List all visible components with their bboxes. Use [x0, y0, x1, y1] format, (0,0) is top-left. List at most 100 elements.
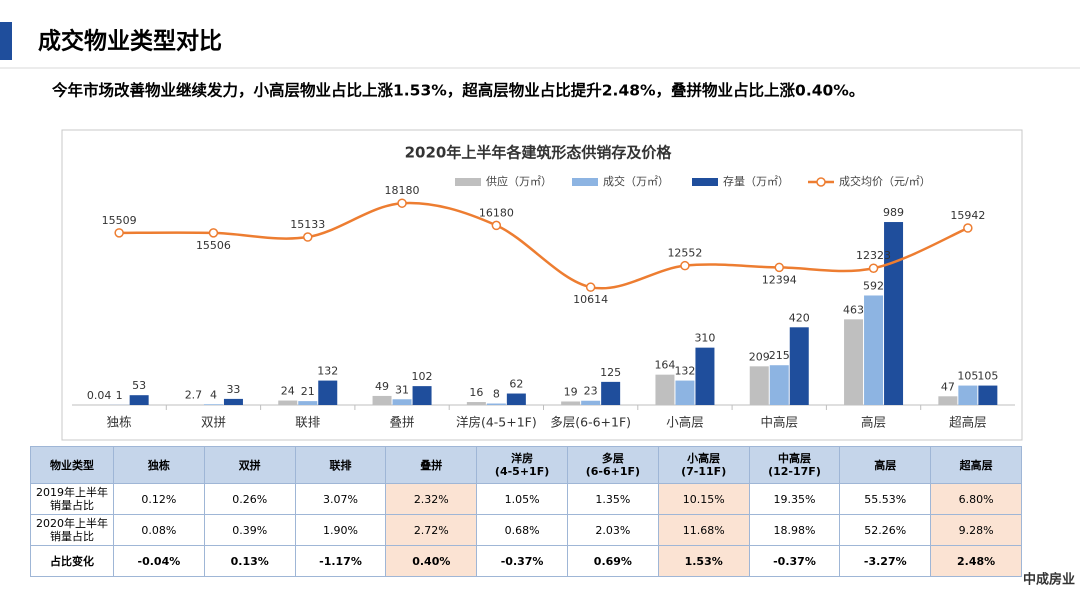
bar — [601, 381, 621, 405]
data-table: 物业类型 独栋 双拼 联排 叠拼 洋房 (4-5+1F) 多层 (6-6+1F) 小高层 (7… — [30, 446, 1022, 577]
cell: -3.27% — [839, 545, 932, 577]
x-tick-label: 联排 — [295, 415, 321, 430]
cell: 2.32% — [385, 483, 478, 515]
cell: 2.03% — [566, 514, 659, 546]
header-cell: 中高层 (12-17F) — [748, 446, 841, 484]
table-row: 物业类型 独栋 双拼 联排 叠拼 洋房 (4-5+1F) 多层 (6-6+1F) 小高层 (7… — [30, 446, 1022, 484]
data-label: 102 — [412, 370, 433, 383]
cell: 3.07% — [294, 483, 387, 515]
data-label: 989 — [883, 206, 904, 219]
data-label: 31 — [395, 383, 409, 396]
data-label: 463 — [843, 303, 864, 316]
cell: 0.69% — [566, 545, 659, 577]
point — [397, 198, 407, 208]
header-cell: 独栋 — [113, 446, 205, 484]
data-label: 47 — [941, 380, 955, 393]
header-cell: 双拼 — [203, 446, 296, 484]
cell: -0.37% — [748, 545, 841, 577]
data-label: 4 — [210, 388, 217, 401]
data-label: 12552 — [667, 247, 702, 260]
data-label: 132 — [674, 365, 695, 378]
data-label: 19 — [564, 385, 578, 398]
cell: 6.80% — [930, 483, 1022, 515]
data-label: 209 — [749, 350, 770, 363]
legend-swatch — [692, 178, 718, 186]
data-label: 215 — [769, 349, 790, 362]
cell: 1.05% — [476, 483, 568, 515]
data-label: 15942 — [950, 209, 985, 222]
slide-subtitle: 今年市场改善物业继续发力，小高层物业占比上涨1.53%，超高层物业占比提升2.4… — [52, 81, 864, 100]
x-tick-label: 双拼 — [201, 415, 226, 430]
cell: -0.04% — [113, 545, 205, 577]
bar — [789, 327, 809, 405]
bar — [412, 386, 432, 405]
data-label: 49 — [375, 380, 389, 393]
cell: 0.26% — [203, 483, 296, 515]
data-label: 12323 — [856, 249, 891, 262]
bar — [581, 400, 601, 405]
cell: 11.68% — [657, 514, 750, 546]
legend-label: 存量（万㎡） — [723, 174, 789, 188]
cell: 55.53% — [839, 483, 932, 515]
bar — [749, 366, 769, 405]
data-label: 592 — [863, 279, 884, 292]
point — [680, 260, 690, 271]
data-label: 16 — [469, 386, 483, 399]
header-cell: 叠拼 — [385, 446, 478, 484]
header-cell: 物业类型 — [30, 446, 114, 484]
cell: 0.40% — [385, 545, 478, 577]
cell: 1.53% — [657, 545, 750, 577]
bar — [864, 295, 884, 405]
bar — [506, 393, 526, 405]
data-label: 105 — [977, 370, 998, 383]
data-label: 310 — [694, 332, 715, 345]
point — [868, 263, 879, 273]
data-label: 15509 — [102, 214, 137, 227]
bar — [978, 385, 998, 405]
header-cell: 多层 (6-6+1F) — [566, 446, 659, 484]
header-cell: 超高层 — [930, 446, 1022, 484]
point — [208, 228, 219, 238]
data-label: 18180 — [385, 184, 420, 197]
bar — [278, 400, 298, 405]
data-label: 8 — [493, 388, 500, 401]
data-label: 1 — [116, 389, 123, 402]
x-tick-label: 中高层 — [760, 415, 798, 430]
cell: 19.35% — [748, 483, 841, 515]
header-cell: 小高层 (7-11F) — [657, 446, 750, 484]
bar — [318, 380, 338, 405]
table-row: 2019年上半年销量占比 0.12% 0.26% 3.07% 2.32% 1.05% 1.3… — [30, 483, 1022, 515]
bar — [298, 401, 318, 405]
table-row: 占比变化 -0.04% 0.13% -1.17% 0.40% -0.37% 0.69% 1.5… — [30, 545, 1022, 577]
x-tick-label: 洋房(4-5+1F) — [456, 415, 537, 430]
bar — [372, 395, 392, 405]
cell: 1.90% — [294, 514, 387, 546]
data-label: 16180 — [479, 206, 514, 219]
cell: 2019年上半年销量占比 — [30, 483, 114, 515]
data-label: 2.7 — [185, 389, 203, 402]
data-label: 21 — [301, 385, 315, 398]
bar — [203, 404, 223, 405]
header-cell: 洋房 (4-5+1F) — [476, 446, 568, 484]
header-cell: 联排 — [294, 446, 387, 484]
legend-label: 供应（万㎡） — [486, 174, 552, 188]
bar — [675, 380, 695, 405]
bar — [466, 402, 486, 405]
data-label: 62 — [509, 378, 523, 391]
data-label: 33 — [226, 383, 240, 396]
point — [585, 282, 596, 292]
cell: 占比变化 — [30, 545, 114, 577]
x-tick-label: 高层 — [861, 415, 886, 430]
slide-title: 成交物业类型对比 — [38, 28, 222, 55]
bar — [958, 385, 978, 405]
price-line — [119, 201, 969, 290]
legend-swatch — [455, 178, 481, 186]
bar — [769, 365, 789, 405]
data-label: 23 — [584, 385, 598, 398]
cell: 18.98% — [748, 514, 841, 546]
legend-swatch — [572, 178, 598, 186]
cell: -0.37% — [476, 545, 568, 577]
cell: 2.48% — [930, 545, 1022, 577]
legend-label: 成交（万㎡） — [603, 174, 669, 188]
cell: 0.13% — [203, 545, 296, 577]
